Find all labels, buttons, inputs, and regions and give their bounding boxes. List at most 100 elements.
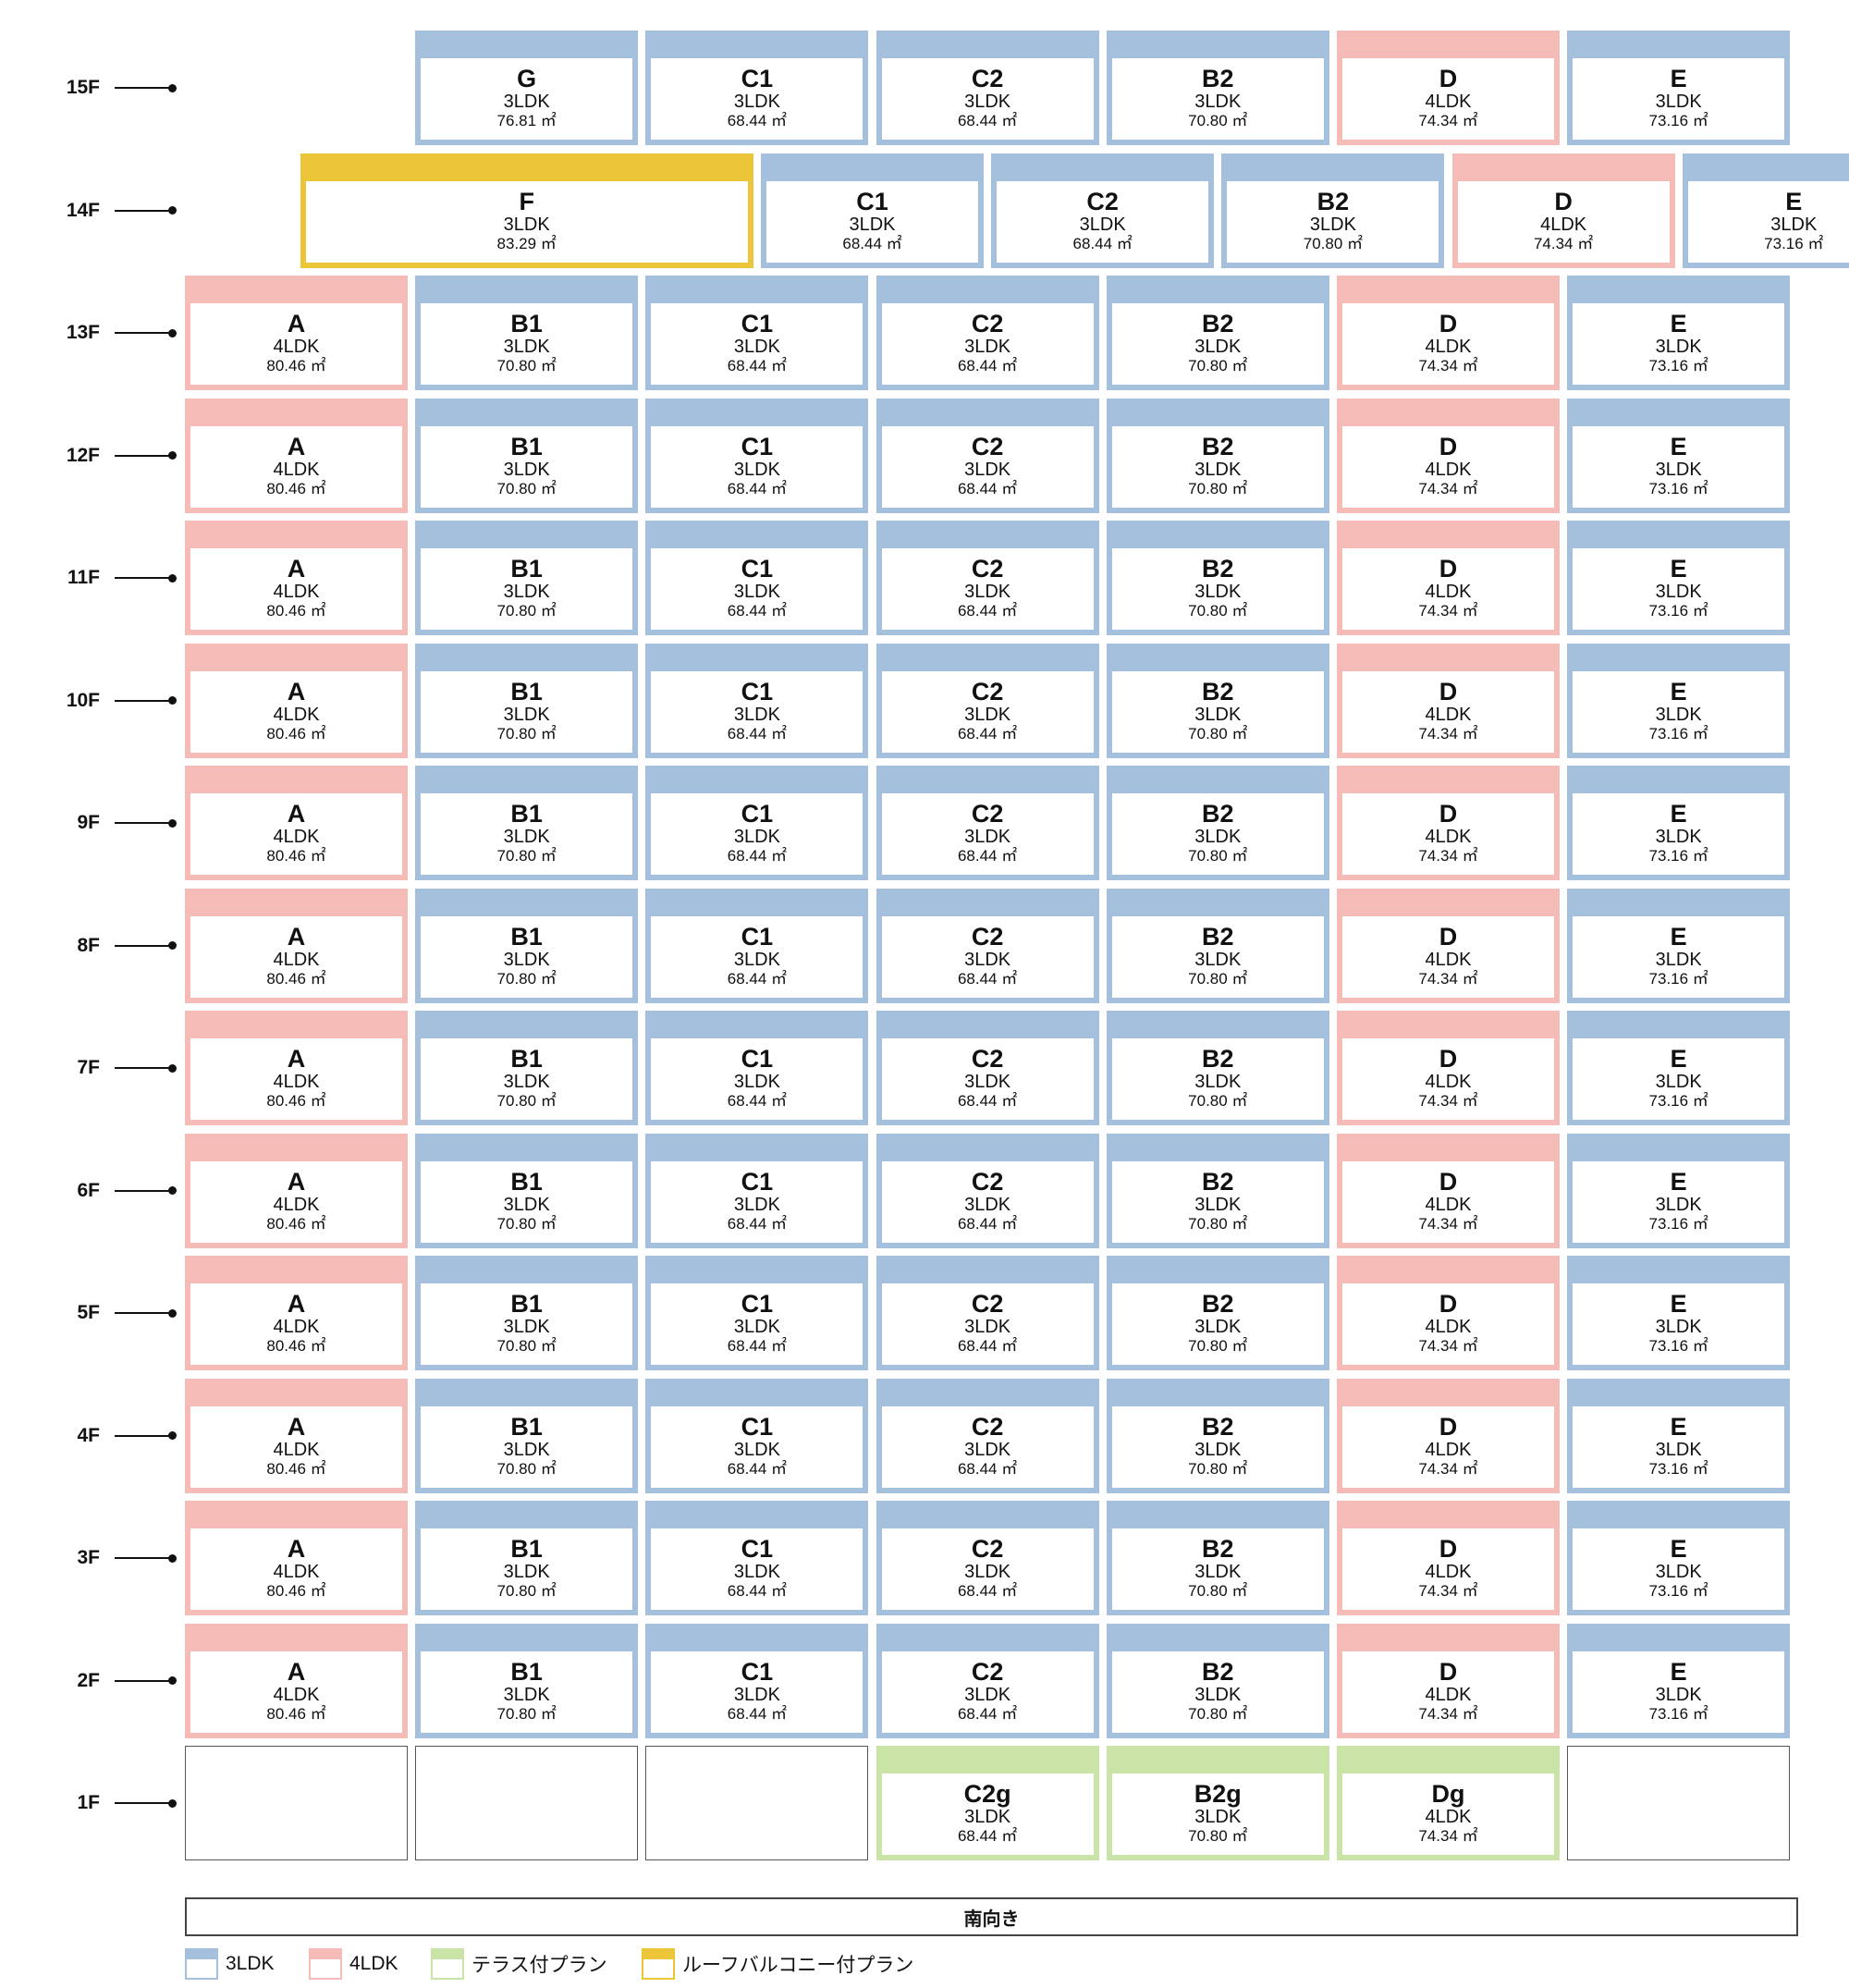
unit-type: 4LDK (273, 459, 320, 480)
unit-c1-9f: C1 3LDK 68.44 ㎡ (645, 766, 869, 880)
unit-area: 74.34 ㎡ (1418, 1337, 1478, 1355)
floor-leader-line (115, 822, 171, 824)
unit-type: 3LDK (733, 582, 780, 602)
unit-name: B2 (1202, 1535, 1234, 1563)
unit-text: D 4LDK 74.34 ㎡ (1342, 916, 1554, 998)
unit-text: A 4LDK 80.46 ㎡ (190, 1406, 402, 1488)
unit-area: 68.44 ㎡ (957, 1459, 1018, 1478)
unit-type: 4LDK (273, 582, 320, 602)
unit-name: B2 (1202, 1290, 1234, 1318)
unit-text: D 4LDK 74.34 ㎡ (1342, 793, 1554, 875)
unit-text: E 3LDK 73.16 ㎡ (1573, 426, 1784, 508)
unit-area: 68.44 ㎡ (1072, 234, 1133, 252)
unit-e-14f: E 3LDK 73.16 ㎡ (1682, 153, 1849, 268)
unit-text: B2 3LDK 70.80 ㎡ (1112, 916, 1324, 998)
unit-area: 70.80 ㎡ (496, 1582, 557, 1600)
unit-text: C1 3LDK 68.44 ㎡ (651, 1161, 863, 1243)
unit-area: 68.44 ㎡ (957, 969, 1018, 988)
unit-area: 74.34 ㎡ (1418, 1214, 1478, 1233)
unit-name: B1 (510, 1045, 543, 1073)
unit-area: 68.44 ㎡ (957, 1092, 1018, 1110)
unit-area: 68.44 ㎡ (727, 1214, 788, 1233)
unit-area: 74.34 ㎡ (1418, 602, 1478, 620)
unit-c1-11f: C1 3LDK 68.44 ㎡ (645, 521, 869, 635)
unit-name: B2 (1202, 922, 1234, 951)
unit-type: 3LDK (1194, 1072, 1242, 1092)
unit-area: 80.46 ㎡ (266, 357, 326, 374)
unit-name: B1 (510, 310, 543, 337)
legend-item-terrace: テラス付プラン (431, 1948, 607, 1980)
unit-type: 3LDK (964, 1072, 1011, 1092)
floor-label-13f: 13F (66, 322, 100, 343)
unit-type: 4LDK (1425, 827, 1472, 847)
unit-a-8f: A 4LDK 80.46 ㎡ (185, 888, 408, 1003)
unit-a-12f: A 4LDK 80.46 ㎡ (185, 398, 408, 513)
floor-leader-line (115, 1679, 171, 1682)
unit-name: C2 (971, 1412, 1004, 1441)
unit-name: C1 (741, 310, 774, 337)
unit-name: D (1554, 187, 1573, 215)
floor-label-15f: 15F (66, 77, 100, 98)
unit-area: 74.34 ㎡ (1418, 724, 1478, 742)
unit-area: 68.44 ㎡ (957, 112, 1018, 129)
unit-name: A (287, 1045, 306, 1073)
unit-text: Dg 4LDK 74.34 ㎡ (1342, 1773, 1554, 1855)
unit-text: A 4LDK 80.46 ㎡ (190, 1651, 402, 1733)
unit-text: C2 3LDK 68.44 ㎡ (882, 426, 1094, 508)
unit-c1-12f: C1 3LDK 68.44 ㎡ (645, 398, 869, 513)
unit-name: C1 (741, 432, 774, 460)
unit-area: 68.44 ㎡ (727, 969, 788, 988)
unit-name: C2 (971, 310, 1004, 337)
unit-c1-14f: C1 3LDK 68.44 ㎡ (761, 153, 984, 268)
unit-name: A (287, 555, 306, 583)
unit-type: 3LDK (849, 214, 896, 235)
floor-leader-line (115, 1434, 171, 1437)
unit-e-13f: E 3LDK 73.16 ㎡ (1567, 276, 1791, 390)
unit-type: 4LDK (1425, 949, 1472, 970)
unit-name: D (1439, 1657, 1458, 1686)
unit-c1-10f: C1 3LDK 68.44 ㎡ (645, 643, 869, 758)
unit-type: 3LDK (964, 459, 1011, 480)
unit-area: 70.80 ㎡ (496, 1459, 557, 1478)
unit-type: 3LDK (964, 1807, 1011, 1827)
unit-name: C2 (971, 555, 1004, 583)
unit-area: 68.44 ㎡ (842, 234, 902, 252)
unit-e-11f: E 3LDK 73.16 ㎡ (1567, 521, 1791, 635)
unit-name: B1 (510, 677, 543, 706)
unit-b1-6f: B1 3LDK 70.80 ㎡ (415, 1133, 639, 1248)
unit-type: 3LDK (1194, 337, 1242, 357)
unit-type: 4LDK (1425, 92, 1472, 112)
unit-name: B1 (510, 432, 543, 460)
unit-area: 68.44 ㎡ (727, 1459, 788, 1478)
unit-text: C2g 3LDK 68.44 ㎡ (882, 1773, 1094, 1855)
unit-c2-10f: C2 3LDK 68.44 ㎡ (876, 643, 1099, 758)
unit-type: 3LDK (503, 1684, 550, 1705)
unit-type: 3LDK (1194, 1807, 1242, 1827)
unit-type: 3LDK (964, 949, 1011, 970)
unit-name: B2 (1202, 677, 1234, 706)
unit-area: 70.80 ㎡ (496, 1704, 557, 1723)
unit-area: 70.80 ㎡ (1188, 602, 1248, 620)
unit-area: 70.80 ㎡ (496, 1214, 557, 1233)
unit-text: C1 3LDK 68.44 ㎡ (766, 181, 978, 263)
unit-type: 3LDK (1655, 704, 1702, 725)
floor-leader-dot (168, 573, 177, 583)
floor-leader-dot (168, 696, 177, 705)
unit-text: A 4LDK 80.46 ㎡ (190, 1528, 402, 1610)
unit-name: B2 (1316, 187, 1350, 215)
unit-name: C2 (971, 922, 1004, 951)
unit-text: C1 3LDK 68.44 ㎡ (651, 303, 863, 385)
unit-c2-14f: C2 3LDK 68.44 ㎡ (991, 153, 1215, 268)
unit-empty (415, 1746, 639, 1860)
unit-name: C2 (1086, 187, 1119, 215)
floor-leader-dot (168, 1553, 177, 1563)
unit-area: 80.46 ㎡ (266, 724, 326, 742)
unit-area: 73.16 ㎡ (1764, 234, 1824, 252)
unit-b2g-1f: B2g 3LDK 70.80 ㎡ (1106, 1746, 1329, 1860)
legend-item-roof-balcony: ルーフバルコニー付プラン (642, 1948, 913, 1980)
unit-name: B2 (1202, 1412, 1234, 1441)
unit-area: 68.44 ㎡ (957, 1337, 1018, 1355)
unit-c1-6f: C1 3LDK 68.44 ㎡ (645, 1133, 869, 1248)
unit-name: G (517, 65, 537, 92)
unit-name: C1 (741, 555, 774, 583)
